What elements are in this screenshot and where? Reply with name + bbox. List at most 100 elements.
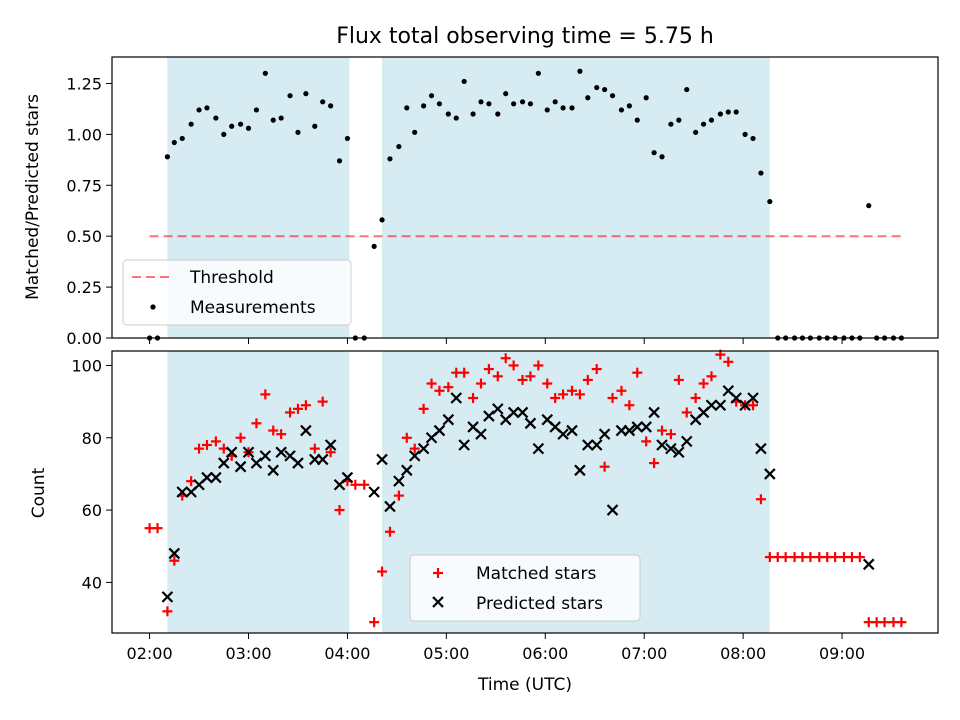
x-tick-label: 04:00 bbox=[324, 644, 370, 663]
matched-stars-point bbox=[384, 526, 395, 537]
matched-stars-point bbox=[210, 436, 221, 447]
measurement-point bbox=[758, 170, 764, 176]
measurement-point bbox=[253, 107, 260, 113]
measurement-point bbox=[396, 143, 402, 150]
measurement-point bbox=[585, 95, 591, 101]
predicted-stars-point bbox=[408, 450, 421, 462]
predicted-stars-point bbox=[516, 406, 529, 419]
matched-stars-point bbox=[426, 378, 437, 389]
predicted-stars-point bbox=[393, 475, 405, 487]
matched-stars-point bbox=[755, 494, 766, 505]
matched-stars-point bbox=[309, 443, 320, 454]
matched-stars-point bbox=[152, 523, 163, 534]
measurement-point bbox=[668, 121, 674, 127]
predicted-stars-point bbox=[417, 442, 430, 455]
predicted-stars-point bbox=[225, 446, 238, 459]
x-tick-label: 07:00 bbox=[621, 644, 667, 663]
matched-stars-point bbox=[896, 617, 907, 628]
matched-stars-point bbox=[533, 360, 544, 371]
predicted-stars-point bbox=[574, 464, 586, 477]
measurement-point bbox=[495, 111, 501, 117]
matched-stars-point bbox=[780, 552, 791, 563]
predicted-stars-point bbox=[401, 464, 413, 477]
legend-measurements-label: Measurements bbox=[190, 298, 316, 318]
matched-stars-point bbox=[665, 429, 676, 440]
measurement-point bbox=[651, 150, 657, 156]
ratio-y-ticks: 0.00 0.25 0.50 0.75 1.00 1.25 bbox=[66, 74, 112, 348]
predicted-stars-point bbox=[292, 457, 304, 469]
matched-stars-point bbox=[162, 606, 173, 617]
measurement-point bbox=[693, 129, 699, 135]
measurement-point bbox=[733, 109, 739, 115]
matched-stars-point bbox=[698, 378, 709, 389]
matched-stars-point bbox=[468, 393, 479, 403]
predicted-stars-point bbox=[250, 457, 263, 469]
predicted-stars-point bbox=[532, 442, 545, 455]
matched-stars-point bbox=[657, 425, 668, 436]
measurement-point bbox=[237, 121, 244, 127]
measurement-point bbox=[312, 123, 318, 129]
measurement-point bbox=[213, 115, 219, 121]
legend-matched-marker bbox=[433, 568, 443, 578]
measurement-point bbox=[470, 111, 476, 117]
matched-stars-point bbox=[434, 385, 445, 396]
matched-stars-point bbox=[673, 374, 684, 385]
matched-stars-point bbox=[690, 393, 701, 403]
ratio-legend: Threshold Measurements bbox=[122, 259, 352, 326]
matched-stars-point bbox=[393, 490, 404, 501]
matched-stars-point bbox=[599, 461, 610, 472]
predicted-stars-point bbox=[631, 421, 644, 433]
predicted-stars-point bbox=[433, 424, 446, 437]
measurement-point bbox=[626, 103, 632, 109]
matched-stars-point bbox=[359, 479, 370, 490]
measurement-point bbox=[535, 70, 541, 76]
predicted-stars-point bbox=[623, 424, 636, 437]
predicted-stars-point bbox=[168, 547, 181, 560]
predicted-stars-point bbox=[450, 392, 463, 404]
predicted-stars-point bbox=[598, 428, 611, 440]
measurement-point bbox=[344, 135, 351, 142]
measurement-point bbox=[634, 117, 640, 123]
measurement-point bbox=[295, 129, 301, 135]
measurement-point bbox=[577, 68, 583, 74]
measurement-point bbox=[287, 93, 293, 99]
measurement-point bbox=[453, 115, 459, 121]
matched-stars-point bbox=[624, 400, 635, 411]
measurement-point bbox=[560, 105, 566, 111]
x-axis-label: Time (UTC) bbox=[477, 675, 572, 695]
predicted-stars-point bbox=[218, 457, 230, 469]
matched-stars-point bbox=[550, 393, 561, 403]
ratio-x-ticks bbox=[149, 338, 843, 344]
measurement-point bbox=[278, 115, 284, 121]
matched-stars-point bbox=[525, 371, 536, 382]
matched-stars-point bbox=[475, 378, 486, 389]
measurement-point bbox=[486, 101, 492, 107]
predicted-stars-point bbox=[176, 486, 189, 498]
predicted-stars-point bbox=[755, 442, 767, 455]
shaded-interval-2-top bbox=[382, 57, 770, 338]
measurement-point bbox=[643, 95, 649, 101]
matched-stars-point bbox=[723, 356, 734, 367]
measurement-point bbox=[511, 101, 517, 107]
measurement-point bbox=[750, 135, 756, 142]
matched-stars-point bbox=[334, 505, 345, 516]
matched-stars-point bbox=[325, 447, 336, 458]
matched-stars-point bbox=[201, 440, 212, 450]
count-y-ticks: 40 60 80 100 bbox=[71, 356, 112, 592]
predicted-stars-point bbox=[161, 591, 174, 603]
measurement-point bbox=[569, 105, 575, 111]
x-tick-label: 03:00 bbox=[225, 644, 271, 663]
count-y-label: Count bbox=[29, 467, 49, 518]
measurement-point bbox=[188, 121, 194, 127]
matched-stars-point bbox=[285, 407, 296, 418]
y-tick-label: 0.25 bbox=[66, 278, 102, 297]
measurement-point bbox=[229, 123, 235, 129]
predicted-stars-point bbox=[665, 442, 677, 455]
count-panel-frame bbox=[111, 350, 939, 634]
measurement-point bbox=[552, 99, 558, 105]
y-tick-label: 0.75 bbox=[66, 176, 102, 195]
matched-stars-point bbox=[632, 367, 643, 378]
x-tick-label: 08:00 bbox=[720, 644, 766, 663]
measurement-point bbox=[303, 91, 309, 97]
